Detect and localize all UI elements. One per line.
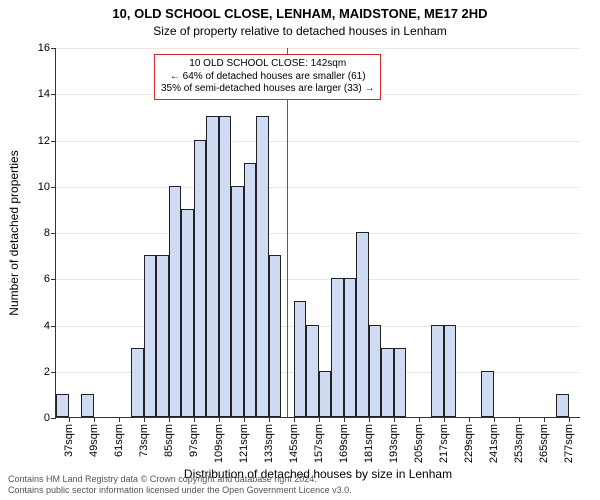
gridline: [56, 141, 580, 142]
chart-container: 10, OLD SCHOOL CLOSE, LENHAM, MAIDSTONE,…: [0, 0, 600, 500]
gridline: [56, 187, 580, 188]
xtick-label: 73sqm: [144, 391, 156, 424]
histogram-bar: [381, 348, 394, 417]
gridline: [56, 233, 580, 234]
ytick-label: 16: [38, 42, 50, 54]
xtick-label: 217sqm: [444, 385, 456, 424]
footer-attribution: Contains HM Land Registry data © Crown c…: [8, 474, 352, 496]
ytick-mark: [51, 233, 56, 234]
reference-line: [287, 48, 288, 417]
xtick-label: 181sqm: [369, 385, 381, 424]
ytick-mark: [51, 279, 56, 280]
histogram-bar: [244, 163, 257, 417]
footer-line-2: Contains public sector information licen…: [8, 485, 352, 496]
xtick-label: 109sqm: [219, 385, 231, 424]
ytick-mark: [51, 141, 56, 142]
xtick-label: 85sqm: [169, 391, 181, 424]
histogram-bar: [181, 209, 194, 417]
xtick-label: 157sqm: [319, 385, 331, 424]
xtick-label: 253sqm: [519, 385, 531, 424]
histogram-bar: [306, 325, 319, 418]
xtick-label: 241sqm: [494, 385, 506, 424]
xtick-label: 205sqm: [419, 385, 431, 424]
ytick-label: 0: [44, 412, 50, 424]
ytick-label: 10: [38, 181, 50, 193]
annotation-box: 10 OLD SCHOOL CLOSE: 142sqm← 64% of deta…: [154, 54, 381, 100]
xtick-label: 97sqm: [194, 391, 206, 424]
gridline: [56, 48, 580, 49]
xtick-label: 169sqm: [344, 385, 356, 424]
xtick-label: 133sqm: [269, 385, 281, 424]
histogram-bar: [56, 394, 69, 417]
ytick-mark: [51, 94, 56, 95]
histogram-bar: [206, 116, 219, 417]
ytick-mark: [51, 187, 56, 188]
chart-subtitle: Size of property relative to detached ho…: [0, 24, 600, 38]
annotation-line: 35% of semi-detached houses are larger (…: [161, 83, 374, 96]
histogram-bar: [231, 186, 244, 417]
histogram-bar: [256, 116, 269, 417]
xtick-label: 229sqm: [469, 385, 481, 424]
chart-title: 10, OLD SCHOOL CLOSE, LENHAM, MAIDSTONE,…: [0, 6, 600, 21]
histogram-bar: [481, 371, 494, 417]
xtick-label: 37sqm: [69, 391, 81, 424]
gridline: [56, 279, 580, 280]
ytick-label: 2: [44, 366, 50, 378]
xtick-label: 61sqm: [119, 391, 131, 424]
annotation-line: 10 OLD SCHOOL CLOSE: 142sqm: [161, 58, 374, 71]
histogram-bar: [219, 116, 232, 417]
ytick-label: 14: [38, 88, 50, 100]
histogram-bar: [356, 232, 369, 417]
xtick-label: 193sqm: [394, 385, 406, 424]
xtick-label: 121sqm: [244, 385, 256, 424]
histogram-bar: [156, 255, 169, 417]
ytick-label: 12: [38, 135, 50, 147]
ytick-mark: [51, 48, 56, 49]
histogram-bar: [131, 348, 144, 417]
ytick-mark: [51, 326, 56, 327]
footer-line-1: Contains HM Land Registry data © Crown c…: [8, 474, 352, 485]
xtick-label: 265sqm: [544, 385, 556, 424]
histogram-bar: [194, 140, 207, 418]
ytick-label: 6: [44, 273, 50, 285]
ytick-label: 8: [44, 227, 50, 239]
histogram-bar: [169, 186, 182, 417]
histogram-bar: [331, 278, 344, 417]
plot-area: Distribution of detached houses by size …: [55, 48, 580, 418]
ytick-label: 4: [44, 320, 50, 332]
xtick-label: 49sqm: [94, 391, 106, 424]
ytick-mark: [51, 372, 56, 373]
y-axis-label: Number of detached properties: [7, 150, 21, 315]
xtick-label: 145sqm: [294, 385, 306, 424]
histogram-bar: [431, 325, 444, 418]
histogram-bar: [556, 394, 569, 417]
histogram-bar: [81, 394, 94, 417]
annotation-line: ← 64% of detached houses are smaller (61…: [161, 71, 374, 84]
ytick-mark: [51, 418, 56, 419]
xtick-label: 277sqm: [569, 385, 581, 424]
